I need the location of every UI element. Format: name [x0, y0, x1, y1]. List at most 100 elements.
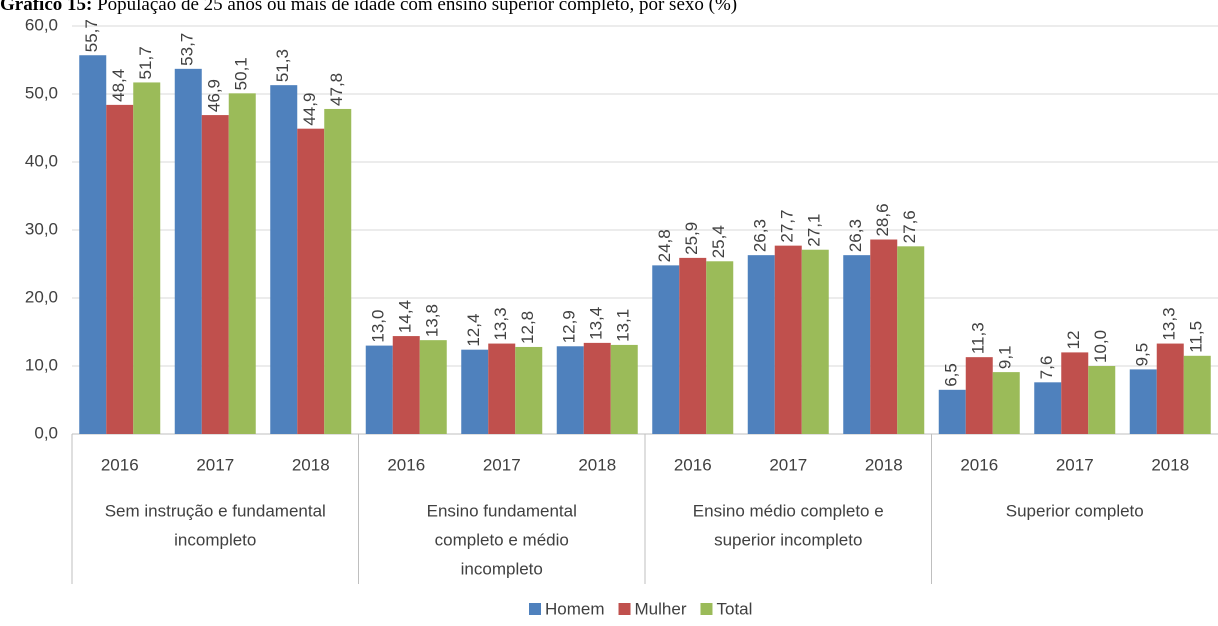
- y-tick-label: 60,0: [25, 15, 58, 34]
- bar: [365, 345, 393, 434]
- value-label: 12,8: [518, 311, 537, 344]
- bar: [556, 346, 584, 434]
- value-label: 27,6: [900, 210, 919, 243]
- value-label: 7,6: [1037, 356, 1056, 380]
- value-label: 13,0: [369, 310, 388, 343]
- legend-label: Total: [716, 599, 752, 618]
- value-label: 13,8: [423, 304, 442, 337]
- bar: [270, 85, 298, 434]
- bar: [1183, 355, 1211, 434]
- y-tick-label: 50,0: [25, 83, 58, 102]
- value-label: 6,5: [942, 363, 961, 387]
- group-label: Ensino fundamental: [427, 501, 577, 520]
- bar: [461, 349, 489, 434]
- bar: [747, 255, 775, 434]
- title-text: População de 25 anos ou mais de idade co…: [97, 0, 737, 15]
- value-label: 51,7: [136, 46, 155, 79]
- x-tick-label: 2018: [578, 455, 616, 474]
- x-tick-label: 2017: [483, 455, 521, 474]
- bar: [938, 389, 966, 434]
- legend-label: Mulher: [635, 599, 687, 618]
- group-label: Superior completo: [1006, 501, 1144, 520]
- value-label: 14,4: [396, 300, 415, 333]
- x-tick-label: 2016: [387, 455, 425, 474]
- group-label: superior incompleto: [714, 530, 862, 549]
- y-tick-label: 0,0: [34, 423, 58, 442]
- value-label: 11,5: [1187, 321, 1206, 353]
- value-label: 46,9: [205, 79, 224, 112]
- value-label: 11,3: [969, 322, 988, 354]
- x-tick-label: 2017: [769, 455, 807, 474]
- bar: [228, 93, 256, 434]
- value-label: 10,0: [1091, 330, 1110, 363]
- x-tick-label: 2016: [101, 455, 139, 474]
- group-label: incompleto: [461, 559, 543, 578]
- group-label: completo e médio: [435, 530, 569, 549]
- bar: [652, 265, 680, 434]
- value-label: 53,7: [178, 33, 197, 66]
- group-label: Sem instrução e fundamental: [105, 501, 326, 520]
- value-label: 26,3: [751, 219, 770, 252]
- value-label: 24,8: [655, 229, 674, 262]
- bar: [106, 104, 134, 434]
- group-label: incompleto: [174, 530, 256, 549]
- bar: [801, 249, 829, 434]
- bar: [610, 344, 638, 434]
- value-label: 47,8: [327, 73, 346, 106]
- y-tick-label: 10,0: [25, 355, 58, 374]
- bar: [1034, 382, 1062, 434]
- bar: [174, 68, 202, 434]
- value-label: 13,3: [1160, 307, 1179, 340]
- bar: [583, 342, 611, 434]
- bar: [515, 346, 543, 434]
- legend-label: Homem: [545, 599, 605, 618]
- value-label: 27,1: [805, 214, 824, 247]
- value-label: 12,4: [464, 314, 483, 347]
- x-tick-label: 2017: [1056, 455, 1094, 474]
- value-label: 28,6: [873, 203, 892, 236]
- x-tick-label: 2018: [292, 455, 330, 474]
- bar: [297, 128, 325, 434]
- value-label: 55,7: [82, 19, 101, 52]
- value-label: 25,4: [709, 225, 728, 258]
- bar: [870, 239, 898, 434]
- value-label: 25,9: [682, 222, 701, 255]
- value-label: 48,4: [109, 69, 128, 102]
- value-label: 51,3: [273, 49, 292, 82]
- value-label: 13,4: [587, 307, 606, 340]
- value-label: 13,3: [491, 307, 510, 340]
- y-tick-label: 40,0: [25, 151, 58, 170]
- bar: [897, 246, 925, 434]
- bar: [79, 55, 107, 435]
- value-label: 9,1: [996, 345, 1015, 369]
- bar: [1061, 352, 1089, 434]
- value-label: 12: [1064, 330, 1083, 349]
- bar: [843, 255, 871, 434]
- bar: [679, 257, 707, 434]
- group-label: Ensino médio completo e: [693, 501, 884, 520]
- x-tick-label: 2018: [865, 455, 903, 474]
- bar: [133, 82, 161, 434]
- bar: [1088, 366, 1116, 434]
- legend-swatch: [618, 603, 631, 615]
- bar: [201, 115, 229, 434]
- value-label: 12,9: [560, 310, 579, 343]
- bar: [1156, 343, 1184, 434]
- bar: [419, 340, 447, 434]
- bar: [965, 357, 993, 434]
- bar: [324, 108, 352, 435]
- value-label: 50,1: [232, 57, 251, 90]
- value-label: 13,1: [614, 309, 633, 342]
- value-label: 9,5: [1133, 343, 1152, 367]
- value-label: 26,3: [846, 219, 865, 252]
- x-tick-label: 2016: [674, 455, 712, 474]
- chart-title: Gráfico 15: População de 25 anos ou mais…: [0, 0, 737, 15]
- y-tick-label: 20,0: [25, 287, 58, 306]
- bar: [706, 261, 734, 434]
- y-tick-label: 30,0: [25, 219, 58, 238]
- title-label: Gráfico 15:: [0, 0, 92, 15]
- bar: [992, 372, 1020, 434]
- bar: [774, 245, 802, 434]
- legend-swatch: [529, 603, 541, 615]
